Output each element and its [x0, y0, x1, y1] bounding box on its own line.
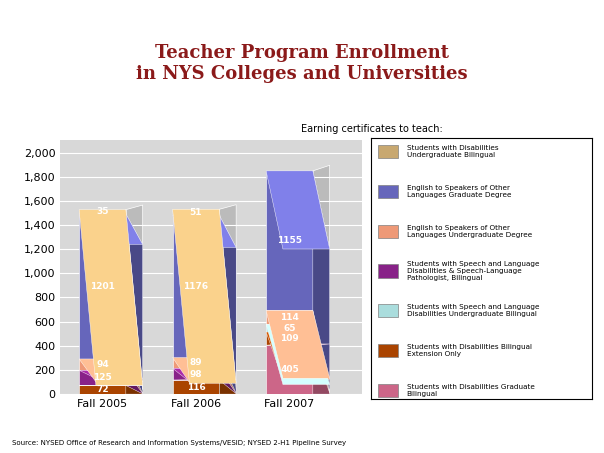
Text: 116: 116	[187, 383, 205, 391]
Polygon shape	[126, 385, 143, 394]
Polygon shape	[173, 368, 219, 380]
Bar	[378, 265, 398, 278]
Polygon shape	[266, 332, 330, 380]
Polygon shape	[79, 210, 143, 385]
Polygon shape	[219, 216, 236, 393]
Polygon shape	[266, 344, 330, 345]
Polygon shape	[219, 368, 236, 394]
Text: 65: 65	[283, 323, 296, 333]
Polygon shape	[79, 370, 126, 386]
Text: Students with Speech and Language
Disabilities Undergraduate Bilingual: Students with Speech and Language Disabi…	[406, 304, 539, 318]
Bar	[378, 384, 398, 397]
Polygon shape	[313, 165, 330, 394]
Polygon shape	[79, 359, 143, 382]
Text: English to Speakers of Other
Languages Graduate Degree: English to Speakers of Other Languages G…	[406, 185, 511, 198]
Polygon shape	[79, 214, 143, 245]
Polygon shape	[219, 380, 236, 394]
Text: English to Speakers of Other
Languages Undergraduate Degree: English to Speakers of Other Languages U…	[406, 225, 532, 237]
Text: 114: 114	[280, 313, 299, 322]
Polygon shape	[266, 345, 313, 394]
Text: Students with Disabilities
Undergraduate Bilingual: Students with Disabilities Undergraduate…	[406, 145, 498, 158]
Bar	[378, 344, 398, 357]
Text: 94: 94	[96, 360, 109, 369]
Text: Earning certificates to teach:: Earning certificates to teach:	[301, 124, 442, 134]
Bar	[378, 304, 398, 318]
Text: 51: 51	[190, 208, 202, 217]
Text: Teacher Program Enrollment
in NYS Colleges and Universities: Teacher Program Enrollment in NYS Colleg…	[136, 44, 468, 83]
Polygon shape	[173, 357, 219, 368]
Text: 72: 72	[96, 385, 109, 394]
Text: 89: 89	[190, 358, 202, 367]
Polygon shape	[173, 216, 219, 357]
Polygon shape	[173, 209, 219, 216]
Bar	[378, 225, 398, 237]
Polygon shape	[313, 310, 330, 392]
Polygon shape	[266, 332, 313, 345]
Text: Students with Disabilities Graduate
Bilingual: Students with Disabilities Graduate Bili…	[406, 384, 535, 397]
Polygon shape	[313, 344, 330, 394]
Polygon shape	[79, 210, 126, 214]
Polygon shape	[79, 370, 143, 378]
Polygon shape	[126, 370, 143, 394]
Text: 1176: 1176	[184, 282, 208, 291]
Text: Students with Disabilities Bilingual
Extension Only: Students with Disabilities Bilingual Ext…	[406, 344, 532, 357]
Bar	[378, 145, 398, 158]
Polygon shape	[79, 386, 126, 394]
Polygon shape	[173, 368, 236, 381]
Text: 35: 35	[96, 207, 109, 216]
Polygon shape	[266, 171, 313, 310]
Text: 1201: 1201	[90, 282, 115, 291]
Polygon shape	[313, 324, 330, 393]
Text: 405: 405	[280, 365, 299, 374]
Polygon shape	[173, 216, 236, 248]
Polygon shape	[266, 310, 330, 378]
Polygon shape	[266, 171, 330, 249]
Polygon shape	[126, 359, 143, 394]
Bar	[378, 185, 398, 198]
Text: 125: 125	[93, 373, 112, 382]
Polygon shape	[219, 209, 236, 390]
Polygon shape	[313, 171, 330, 392]
Text: Students with Speech and Language
Disabilities & Speech-Language
Pathologist, Bi: Students with Speech and Language Disabi…	[406, 261, 539, 281]
Text: 1155: 1155	[277, 236, 302, 245]
Text: 109: 109	[280, 334, 299, 343]
Text: Source: NYSED Office of Research and Information Systems/VESID; NYSED 2-H1 Pipel: Source: NYSED Office of Research and Inf…	[12, 440, 346, 446]
Polygon shape	[126, 214, 143, 393]
Polygon shape	[126, 210, 143, 390]
Polygon shape	[126, 205, 143, 394]
Text: 98: 98	[190, 370, 202, 379]
Polygon shape	[173, 380, 219, 394]
Polygon shape	[266, 324, 313, 332]
Polygon shape	[219, 205, 236, 394]
Polygon shape	[313, 332, 330, 393]
Polygon shape	[79, 359, 126, 370]
Polygon shape	[266, 310, 313, 324]
Polygon shape	[173, 209, 236, 383]
Polygon shape	[266, 324, 330, 385]
Polygon shape	[173, 357, 236, 382]
Polygon shape	[79, 214, 126, 359]
Polygon shape	[219, 357, 236, 394]
